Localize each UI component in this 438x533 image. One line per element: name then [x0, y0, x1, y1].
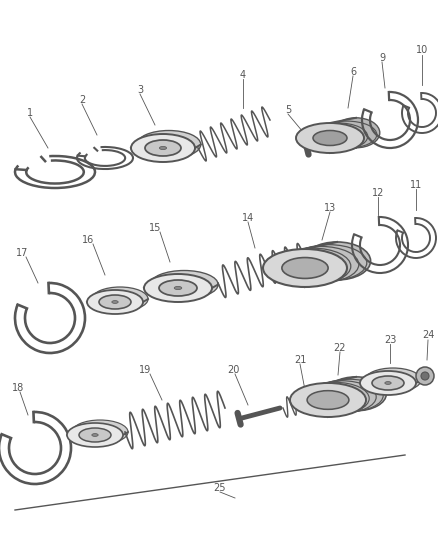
Ellipse shape: [325, 377, 386, 411]
Ellipse shape: [87, 290, 143, 314]
Ellipse shape: [92, 434, 98, 437]
Ellipse shape: [144, 274, 212, 302]
Ellipse shape: [313, 131, 347, 146]
Text: 23: 23: [384, 335, 396, 345]
Ellipse shape: [290, 383, 366, 417]
Text: 22: 22: [334, 343, 346, 353]
Ellipse shape: [332, 118, 380, 148]
Text: 12: 12: [372, 188, 384, 198]
Ellipse shape: [296, 123, 364, 153]
Text: 2: 2: [79, 95, 85, 105]
Ellipse shape: [174, 286, 182, 289]
Ellipse shape: [150, 271, 218, 298]
Ellipse shape: [307, 391, 349, 409]
Text: 3: 3: [137, 85, 143, 95]
Text: 4: 4: [240, 70, 246, 80]
Ellipse shape: [159, 147, 166, 150]
Ellipse shape: [263, 249, 347, 287]
Ellipse shape: [282, 257, 328, 278]
Text: 11: 11: [410, 180, 422, 190]
Ellipse shape: [145, 140, 181, 156]
Ellipse shape: [385, 382, 391, 384]
Ellipse shape: [67, 423, 123, 447]
Text: 17: 17: [16, 248, 28, 258]
Ellipse shape: [304, 242, 371, 280]
Ellipse shape: [131, 134, 195, 162]
Text: 20: 20: [227, 365, 239, 375]
Circle shape: [421, 372, 429, 380]
Text: 21: 21: [294, 355, 306, 365]
Text: 25: 25: [214, 483, 226, 493]
Ellipse shape: [159, 280, 197, 296]
Text: 19: 19: [139, 365, 151, 375]
Ellipse shape: [92, 287, 148, 311]
Ellipse shape: [360, 371, 416, 395]
Ellipse shape: [72, 420, 128, 444]
Text: 13: 13: [324, 203, 336, 213]
Ellipse shape: [365, 368, 421, 392]
Ellipse shape: [79, 428, 111, 442]
Text: 5: 5: [285, 105, 291, 115]
Ellipse shape: [112, 301, 118, 303]
Ellipse shape: [137, 131, 201, 158]
Text: 18: 18: [12, 383, 24, 393]
Text: 10: 10: [416, 45, 428, 55]
Text: 1: 1: [27, 108, 33, 118]
Text: 16: 16: [82, 235, 94, 245]
Text: 14: 14: [242, 213, 254, 223]
Text: 9: 9: [379, 53, 385, 63]
Ellipse shape: [99, 295, 131, 309]
Text: 6: 6: [350, 67, 356, 77]
Ellipse shape: [372, 376, 404, 390]
Circle shape: [416, 367, 434, 385]
Text: 15: 15: [149, 223, 161, 233]
Text: 24: 24: [422, 330, 434, 340]
